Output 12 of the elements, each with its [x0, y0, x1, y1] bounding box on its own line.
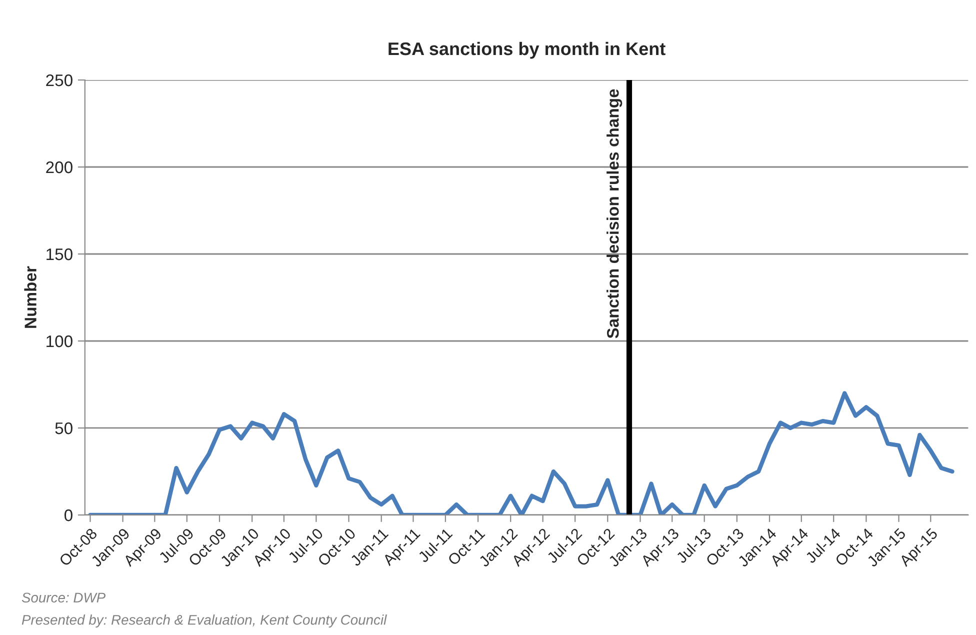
y-tick-label: 50: [55, 422, 72, 434]
y-axis-title: Number: [24, 266, 36, 328]
y-tick-label: 0: [64, 509, 72, 522]
text: Presented by: Research & Evaluation, Kent County Council: [22, 614, 387, 628]
ref-line-label: Sanction decision rules change: [606, 89, 622, 338]
chart-title: ESA sanctions by month in Kent: [388, 42, 666, 59]
source-note: Source: DWP: [22, 592, 106, 603]
line-series: [88, 391, 954, 515]
y-tick-label: 200: [46, 161, 72, 174]
y-tick-label: 250: [46, 74, 72, 86]
y-tick-label: 100: [46, 335, 72, 348]
y-tick-label: 150: [46, 248, 72, 260]
